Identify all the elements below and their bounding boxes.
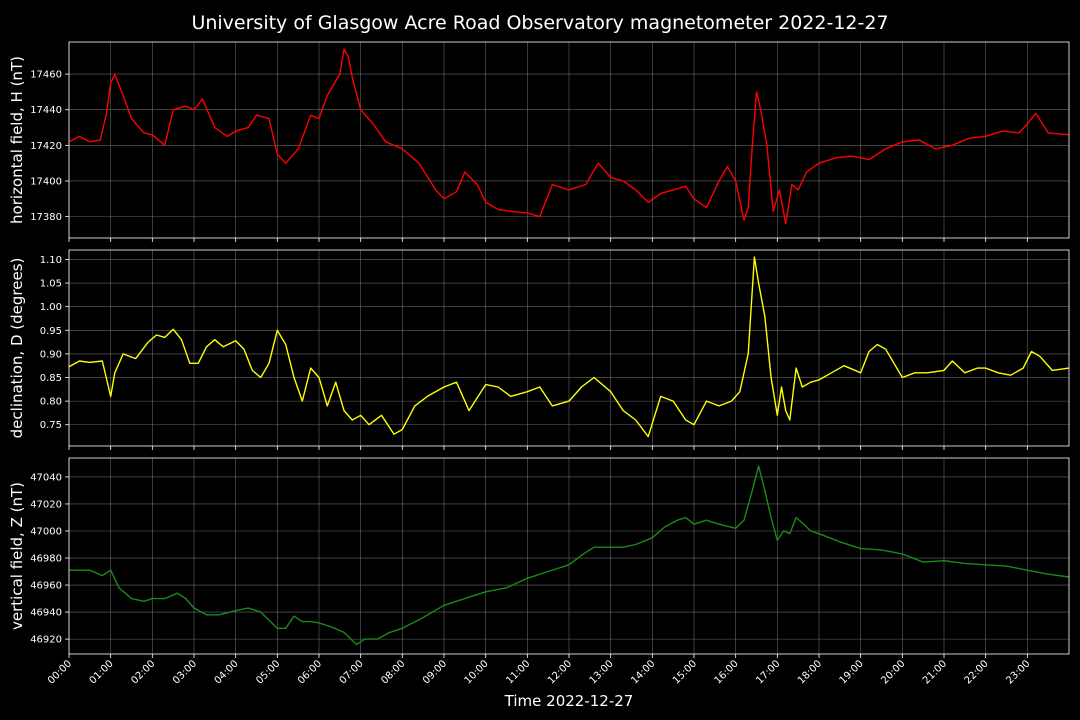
y-tick-label: 1.00 bbox=[40, 302, 62, 313]
series-line-D bbox=[68, 256, 1070, 438]
y-tick-label: 17460 bbox=[30, 70, 62, 81]
y-tick-label: 47000 bbox=[30, 526, 62, 537]
x-tick-label: 14:00 bbox=[629, 658, 657, 686]
x-tick-label: 18:00 bbox=[796, 658, 824, 686]
y-tick-label: 17400 bbox=[30, 176, 62, 187]
x-tick-label: 05:00 bbox=[254, 658, 282, 686]
y-axis-title: vertical field, Z (nT) bbox=[8, 482, 26, 630]
panels-group: 17380 17400 17420 17440 17460 horizontal fiel… bbox=[8, 41, 1070, 687]
x-tick-label: 01:00 bbox=[88, 658, 116, 686]
panel-2: 0.75 0.80 0.85 0.90 0.95 1.00 1.05 1.10 declinat… bbox=[8, 249, 1070, 450]
x-tick-label: 03:00 bbox=[171, 658, 199, 686]
panel-3: 46920 46940 46960 46980 47000 47020 47040 verti… bbox=[8, 457, 1070, 687]
y-tick-label: 46940 bbox=[30, 608, 62, 619]
y-tick-label: 47040 bbox=[30, 472, 62, 483]
x-tick-label: 23:00 bbox=[1004, 658, 1032, 686]
x-axis-title: Time 2022-12-27 bbox=[504, 692, 634, 710]
x-tick-label: 15:00 bbox=[671, 658, 699, 686]
x-tick-label: 21:00 bbox=[921, 658, 949, 686]
y-tick-label: 0.90 bbox=[40, 349, 62, 360]
y-tick-label: 17380 bbox=[30, 212, 62, 223]
x-tick-label: 04:00 bbox=[213, 658, 241, 686]
x-tick-label: 11:00 bbox=[504, 658, 532, 686]
panel-grid bbox=[68, 42, 1069, 238]
x-tick-label: 09:00 bbox=[421, 658, 449, 686]
x-tick-label: 08:00 bbox=[379, 658, 407, 686]
x-tick-label: 10:00 bbox=[463, 658, 491, 686]
y-tick-label: 0.85 bbox=[40, 373, 62, 384]
y-tick-label: 1.05 bbox=[40, 279, 62, 290]
panel-grid bbox=[68, 250, 1069, 446]
y-tick-label: 17440 bbox=[30, 105, 62, 116]
x-tick-label: 20:00 bbox=[879, 658, 907, 686]
x-tick-label: 22:00 bbox=[963, 658, 991, 686]
x-tick-label: 13:00 bbox=[588, 658, 616, 686]
chart-title: University of Glasgow Acre Road Observat… bbox=[191, 12, 888, 34]
x-tick-label: 06:00 bbox=[296, 658, 324, 686]
y-axis-title: declination, D (degrees) bbox=[8, 258, 26, 439]
x-tick-label: 12:00 bbox=[546, 658, 574, 686]
y-tick-label: 0.95 bbox=[40, 326, 62, 337]
y-tick-label: 0.80 bbox=[40, 397, 62, 408]
x-tick-label: 16:00 bbox=[713, 658, 741, 686]
x-tick-label: 00:00 bbox=[46, 658, 74, 686]
y-tick-label: 17420 bbox=[30, 141, 62, 152]
series-line-Z bbox=[69, 465, 1070, 646]
series-line-H bbox=[68, 48, 1070, 225]
y-axis-title: horizontal field, H (nT) bbox=[8, 56, 26, 224]
y-tick-label: 0.75 bbox=[40, 420, 62, 431]
x-tick-label: 17:00 bbox=[754, 658, 782, 686]
y-tick-label: 46980 bbox=[30, 554, 62, 565]
panel-1: 17380 17400 17420 17440 17460 horizontal fiel… bbox=[8, 41, 1070, 242]
x-tick-label: 07:00 bbox=[338, 658, 366, 686]
y-tick-label: 47020 bbox=[30, 499, 62, 510]
y-tick-label: 46960 bbox=[30, 581, 62, 592]
panel-grid bbox=[68, 458, 1069, 654]
y-tick-label: 46920 bbox=[30, 635, 62, 646]
y-tick-label: 1.10 bbox=[40, 255, 62, 266]
x-tick-label: 19:00 bbox=[838, 658, 866, 686]
x-tick-label: 02:00 bbox=[129, 658, 157, 686]
